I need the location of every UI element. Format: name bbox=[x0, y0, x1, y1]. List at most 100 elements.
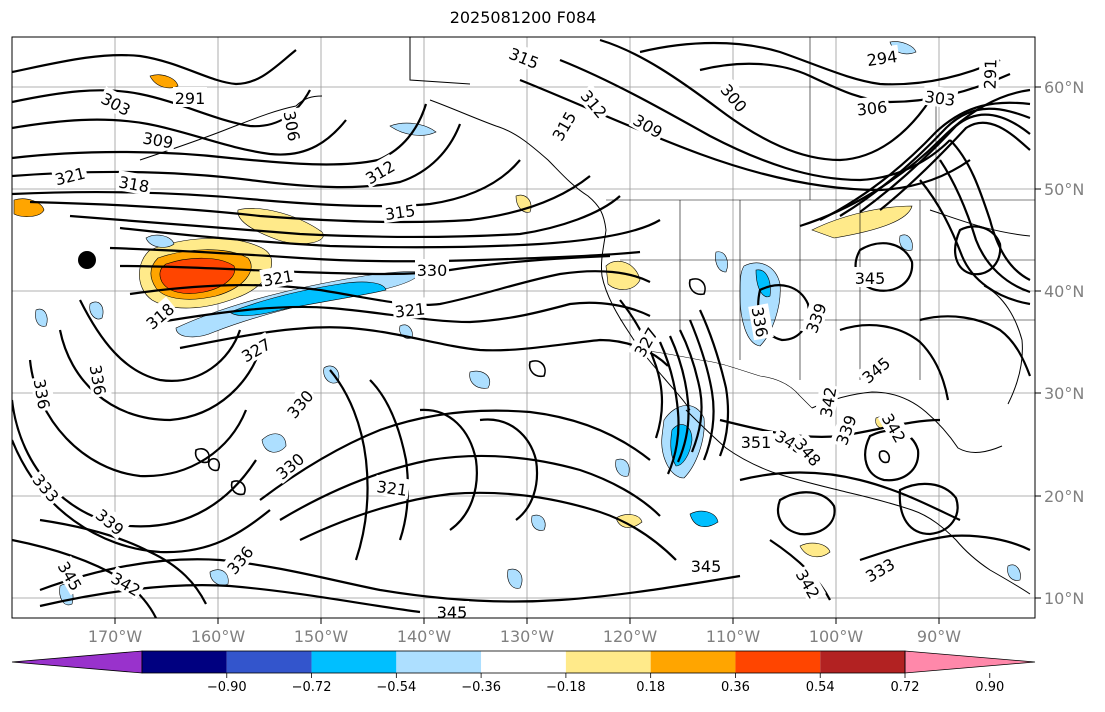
contour-label-bg bbox=[627, 321, 663, 362]
contour-label: 291 bbox=[980, 58, 1000, 89]
colorbar-tick-label: −0.54 bbox=[376, 680, 416, 695]
contour-label-bg bbox=[220, 539, 258, 579]
colorbar-bin bbox=[565, 651, 651, 673]
contour-label-bg bbox=[391, 297, 428, 321]
contour-label-bg bbox=[53, 555, 89, 596]
contour-label: 339 bbox=[802, 301, 830, 336]
contour-label: 336 bbox=[29, 377, 53, 410]
colorbar-tick-label: 0.90 bbox=[975, 680, 1004, 695]
lat-label-10n: 10°N bbox=[1044, 589, 1084, 608]
lon-label-150w: 150°W bbox=[294, 627, 349, 646]
contour-label-bg bbox=[545, 105, 581, 146]
contour-label: 339 bbox=[832, 413, 860, 448]
contour-label-bg bbox=[504, 41, 544, 73]
contour-label: 306 bbox=[279, 109, 303, 142]
colorbar-bin bbox=[226, 651, 312, 673]
colorbar-tick-label: 0.36 bbox=[721, 680, 750, 695]
contour-label: 303 bbox=[923, 87, 956, 110]
contour-label-bg bbox=[814, 383, 840, 421]
colorbar-tick-label: −0.36 bbox=[461, 680, 501, 695]
map-frame bbox=[11, 36, 1036, 619]
colorbar-tick-label: −0.18 bbox=[546, 680, 586, 695]
contour-label: 345 bbox=[691, 557, 722, 576]
colorbar-extension-low bbox=[11, 650, 143, 674]
contour-label-bg bbox=[259, 264, 297, 290]
contour-label-bg bbox=[280, 107, 306, 145]
colorbar-tick-label: 0.72 bbox=[891, 680, 920, 695]
contour-label-bg bbox=[799, 298, 831, 338]
contour-label: 330 bbox=[417, 261, 448, 280]
contour-label-bg bbox=[739, 431, 773, 451]
latitude-axis: 60°N 50°N 40°N 30°N 20°N 10°N bbox=[1035, 78, 1084, 608]
shading-positive bbox=[13, 74, 913, 558]
colorbar-bin bbox=[820, 651, 905, 673]
contour-label-bg bbox=[86, 361, 112, 399]
borders bbox=[606, 37, 1035, 409]
contour-label-bg bbox=[859, 551, 900, 587]
colorbar-tick-label: −0.90 bbox=[207, 680, 247, 695]
contour-label-bg bbox=[381, 198, 419, 224]
contour-label-bg bbox=[791, 563, 827, 604]
lat-label-50n: 50°N bbox=[1044, 180, 1084, 199]
contour-label-bg bbox=[91, 502, 131, 540]
colorbar-bin bbox=[650, 651, 736, 673]
colorbar-bin bbox=[396, 651, 482, 673]
contour-label: 336 bbox=[223, 543, 257, 579]
contour-label: 306 bbox=[856, 97, 888, 119]
colorbar-tick-label: 0.18 bbox=[636, 680, 665, 695]
contour-label: 321 bbox=[53, 164, 87, 190]
lon-label-90w: 90°W bbox=[917, 627, 961, 646]
colorbar-extension-high bbox=[904, 650, 1036, 674]
contour-fragments bbox=[194, 278, 891, 496]
contour-label-bg bbox=[877, 407, 913, 448]
contour-label-bg bbox=[50, 161, 89, 189]
contour-label-bg bbox=[30, 375, 56, 413]
contour-label-bg bbox=[716, 77, 754, 117]
contour-label-bg bbox=[415, 259, 449, 279]
contour-label-bg bbox=[139, 126, 177, 152]
colorbar-bin bbox=[481, 651, 566, 673]
contour-label-bg bbox=[978, 56, 1000, 92]
contour-label-bg bbox=[790, 431, 828, 471]
contour-label-bg bbox=[96, 86, 137, 120]
contour-label: 321 bbox=[394, 299, 426, 321]
colorbar-bin bbox=[142, 651, 227, 673]
lat-label-60n: 60°N bbox=[1044, 78, 1084, 97]
coastlines bbox=[139, 37, 1031, 595]
colorbar-tick-label: −0.72 bbox=[292, 680, 332, 695]
contour-label-bg bbox=[435, 601, 469, 618]
lon-label-130w: 130°W bbox=[500, 627, 555, 646]
station-marker bbox=[78, 251, 96, 269]
contour-label: 345 bbox=[859, 353, 895, 387]
contour-label-bg bbox=[829, 410, 861, 450]
contour-label: 342 bbox=[816, 385, 840, 418]
contour-label-bg bbox=[863, 44, 901, 70]
contour-label-bg bbox=[921, 84, 959, 110]
contour-label-bg bbox=[373, 474, 411, 500]
contour-label: 309 bbox=[141, 128, 174, 152]
colorbar-outline bbox=[141, 650, 906, 674]
lon-label-100w: 100°W bbox=[809, 627, 864, 646]
contour-label: 315 bbox=[384, 201, 417, 224]
contour-label-bg bbox=[359, 153, 400, 189]
lon-label-110w: 110°W bbox=[706, 627, 761, 646]
lat-label-40n: 40°N bbox=[1044, 282, 1084, 301]
colorbar-bin bbox=[311, 651, 397, 673]
lon-label-140w: 140°W bbox=[397, 627, 452, 646]
contour-label: 330 bbox=[283, 387, 317, 423]
lon-label-160w: 160°W bbox=[191, 627, 246, 646]
contour-label: 336 bbox=[85, 363, 109, 396]
colorbar: −0.90 −0.72 −0.54 −0.36 −0.18 0.18 0.36 0.54 0.7… bbox=[11, 650, 1036, 695]
contour-label: 291 bbox=[175, 89, 206, 108]
contour-label-bg bbox=[689, 555, 723, 575]
lat-label-30n: 30°N bbox=[1044, 384, 1084, 403]
contour-label: 345 bbox=[855, 269, 886, 288]
contour-label-bg bbox=[628, 107, 669, 143]
longitude-axis: 170°W 160°W 150°W 140°W 130°W 120°W 110°… bbox=[88, 618, 961, 646]
contours bbox=[12, 38, 1032, 618]
contour-label-bg bbox=[853, 95, 890, 119]
gridlines bbox=[12, 37, 1035, 618]
contour-label: 333 bbox=[29, 471, 63, 507]
